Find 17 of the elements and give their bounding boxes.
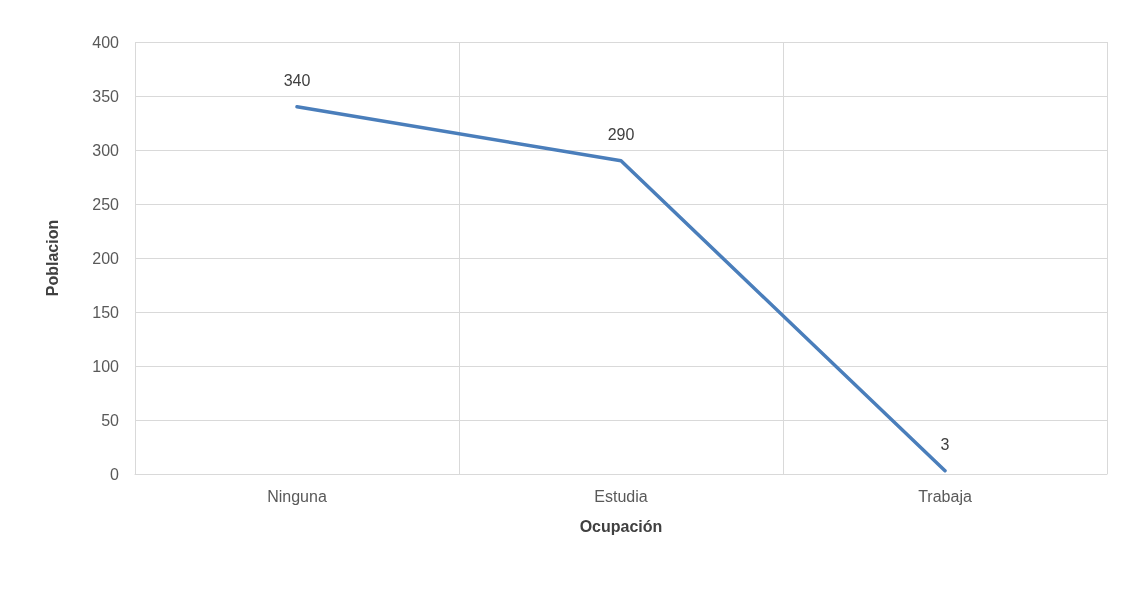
data-label: 3 — [940, 436, 950, 454]
y-tick-label: 200 — [92, 249, 120, 267]
y-tick-label: 0 — [110, 465, 120, 483]
y-tick-label: 100 — [92, 357, 120, 375]
y-tick-label: 50 — [101, 411, 120, 429]
y-tick-label: 150 — [92, 303, 120, 321]
x-axis-title: Ocupación — [579, 517, 663, 535]
x-tick-label: Ninguna — [267, 487, 327, 505]
data-label: 290 — [607, 126, 635, 144]
y-tick-label: 250 — [92, 195, 120, 213]
x-tick-label: Estudia — [594, 487, 648, 505]
y-tick-label: 350 — [92, 87, 120, 105]
data-label: 340 — [283, 72, 311, 90]
x-tick-label: Trabaja — [918, 487, 972, 505]
y-tick-label: 400 — [92, 33, 120, 51]
y-axis-title: Poblacion — [43, 219, 61, 297]
y-tick-label: 300 — [92, 141, 120, 159]
